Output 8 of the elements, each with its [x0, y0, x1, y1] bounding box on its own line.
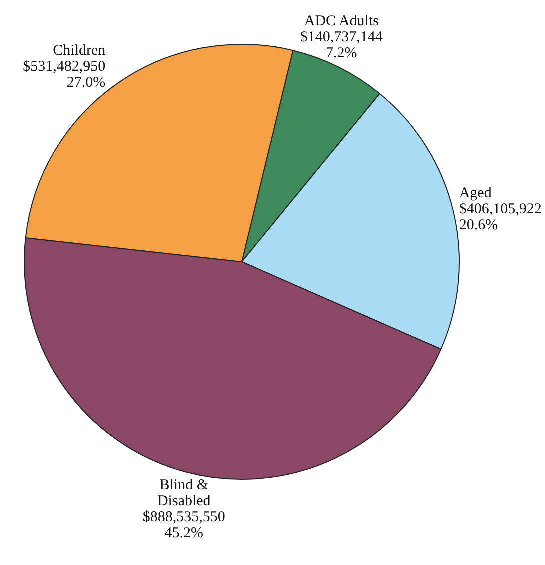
data-label: $406,105,922 20.6% [459, 201, 542, 234]
slice-label: ADC Adults [304, 13, 380, 30]
slice-label: Children [53, 42, 106, 59]
slice-label: Blind & Disabled [157, 477, 212, 510]
data-label: $140,737,144 7.2% [300, 29, 384, 62]
slice-label: Aged [459, 185, 492, 202]
data-label: $531,482,950 27.0% [23, 58, 106, 91]
data-label: $888,535,550 45.2% [142, 509, 226, 542]
